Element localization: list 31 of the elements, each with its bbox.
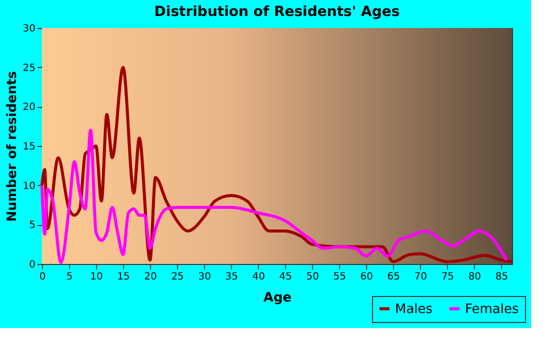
y-tick-label: 10 [22, 180, 36, 192]
x-axis-title: Age [263, 290, 292, 306]
x-tick-label: 0 [39, 272, 46, 282]
x-tick-label: 70 [414, 272, 428, 282]
x-tick-label: 65 [387, 272, 400, 282]
x-tick-label: 40 [252, 272, 265, 282]
y-tick-label: 20 [22, 102, 36, 114]
x-tick-label: 50 [306, 272, 319, 282]
x-tick-label: 15 [117, 272, 130, 282]
y-tick-label: 30 [22, 24, 36, 34]
y-axis-title: Number of residents [4, 70, 20, 222]
x-tick-label: 35 [225, 272, 238, 282]
x-tick-label: 60 [360, 272, 374, 282]
x-tick-label: 5 [66, 272, 73, 282]
y-tick-label: 0 [29, 260, 36, 270]
x-tick-label: 55 [333, 272, 346, 282]
y-tick-label: 25 [22, 62, 36, 74]
x-tick-label: 45 [279, 272, 292, 282]
x-tick-label: 75 [441, 272, 454, 282]
x-tick-label: 10 [90, 272, 103, 282]
x-tick-label: 30 [198, 272, 211, 282]
x-tick-label: 20 [144, 272, 157, 282]
line-series [40, 128, 508, 264]
x-tick-label: 25 [171, 272, 184, 282]
x-tick-label: 80 [468, 272, 482, 282]
y-tick-label: 5 [29, 220, 36, 232]
legend-label: Females [465, 302, 520, 317]
chart-title: Distribution of Residents' Ages [154, 4, 400, 20]
y-tick-label: 15 [22, 142, 36, 152]
x-tick-label: 85 [495, 272, 508, 282]
legend-label: Males [395, 302, 433, 317]
